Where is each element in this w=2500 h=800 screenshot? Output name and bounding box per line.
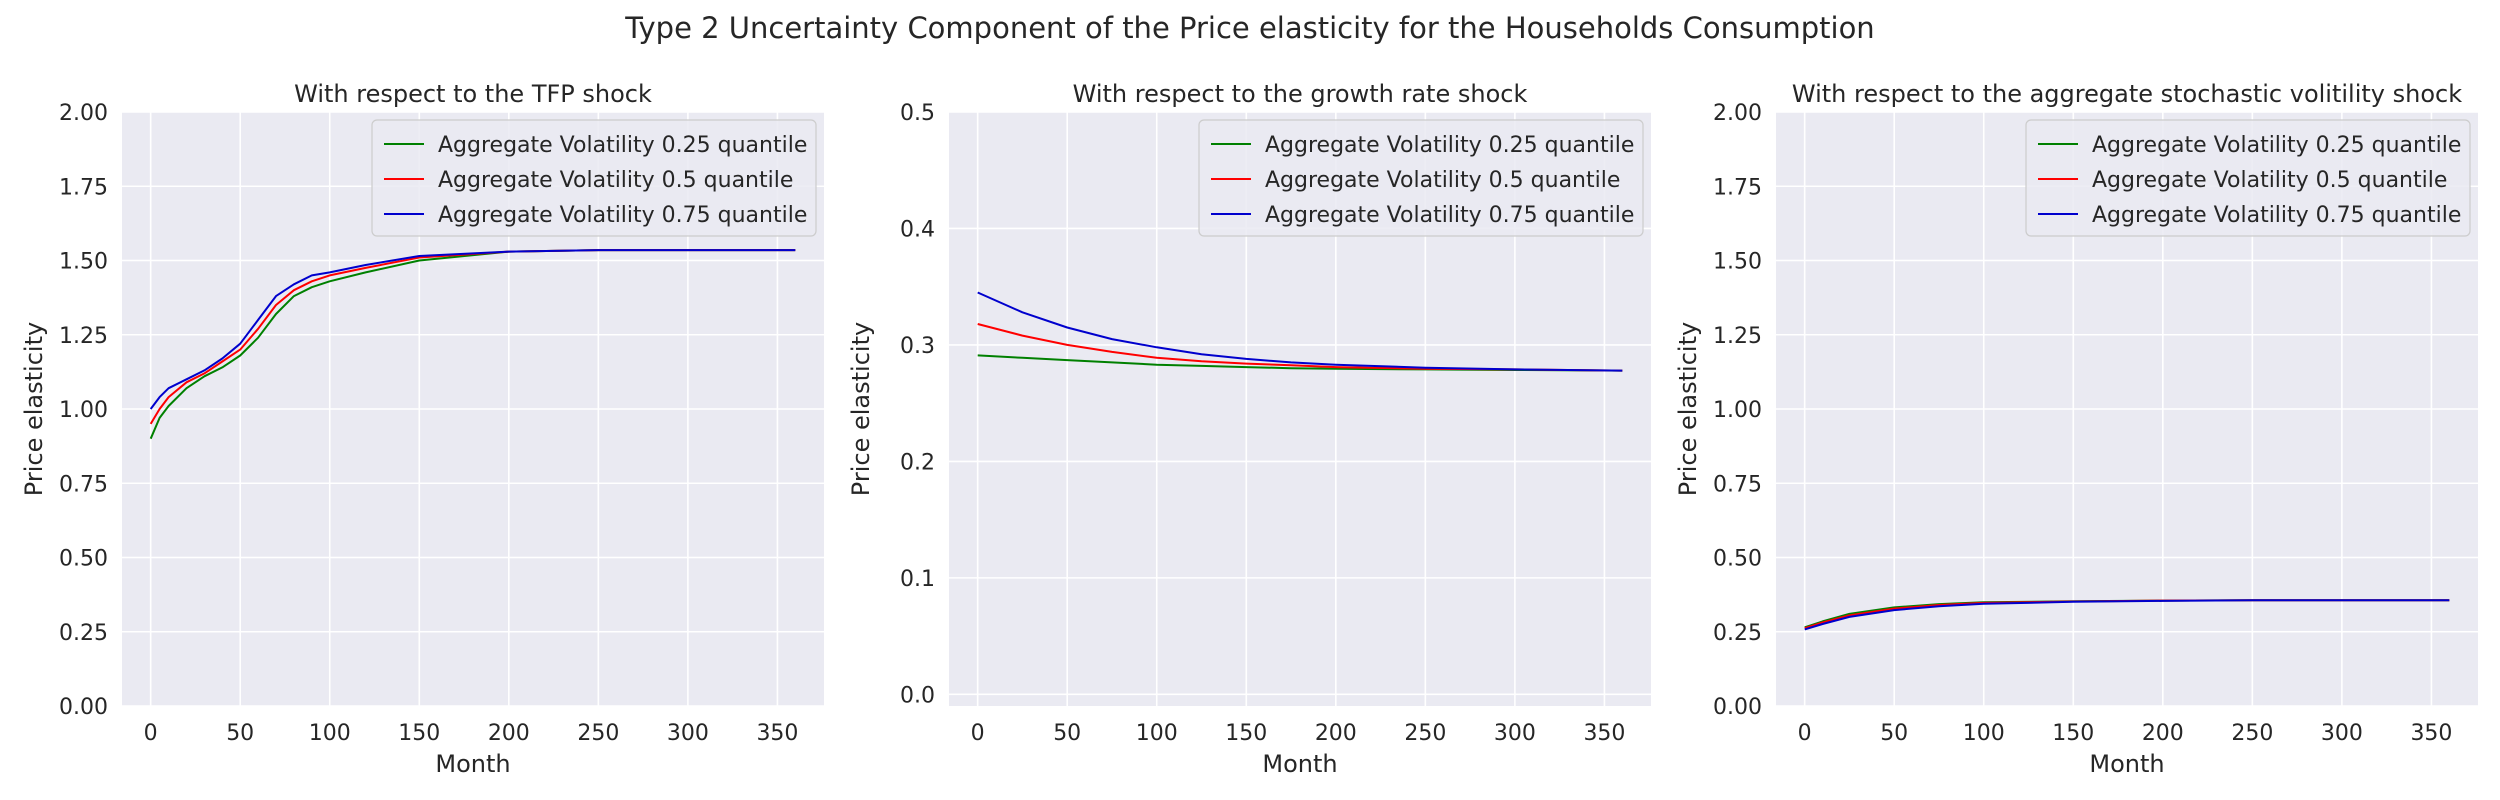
y-tick-label: 1.00 [59, 398, 108, 423]
y-tick-label: 0.3 [900, 334, 935, 359]
figure-suptitle: Type 2 Uncertainty Component of the Pric… [624, 11, 1874, 45]
series-line-3 [1804, 599, 2450, 631]
y-tick-label: 1.50 [1713, 250, 1762, 275]
legend-box [2025, 119, 2471, 237]
x-tick-label: 350 [1583, 721, 1625, 746]
x-axis-label: Month [2089, 750, 2164, 778]
legend-box [371, 119, 817, 237]
chart-title: With respect to the TFP shock [294, 80, 652, 108]
chart-panels: 0 50 100 150 200 250 300 3500.000.250.500.751.0… [20, 80, 2478, 778]
legend: Aggregate Volatility 0.25 quantile Aggreg… [371, 119, 817, 237]
legend-entry: Aggregate Volatility 0.5 quantile [2092, 168, 2447, 193]
legend-entry: Aggregate Volatility 0.75 quantile [1265, 203, 1634, 228]
legend: Aggregate Volatility 0.25 quantile Aggreg… [2025, 119, 2471, 237]
x-tick-label: 350 [756, 721, 798, 746]
x-axis-label: Month [1262, 750, 1337, 778]
legend-box [1198, 119, 1644, 237]
x-tick-label: 150 [1225, 721, 1267, 746]
legend-entry: Aggregate Volatility 0.25 quantile [438, 133, 807, 158]
legend-entry: Aggregate Volatility 0.75 quantile [438, 203, 807, 228]
legend-entry: Aggregate Volatility 0.25 quantile [1265, 133, 1634, 158]
y-tick-label: 2.00 [59, 101, 108, 126]
y-tick-label: 0.25 [1713, 621, 1762, 646]
y-tick-label: 0.00 [1713, 695, 1762, 720]
legend-entry: Aggregate Volatility 0.25 quantile [2092, 133, 2461, 158]
legend-entry: Aggregate Volatility 0.5 quantile [1265, 168, 1620, 193]
x-tick-label: 250 [1404, 721, 1446, 746]
y-tick-label: 1.25 [1713, 324, 1762, 349]
series-line-3 [149, 249, 796, 410]
y-tick-label: 1.25 [59, 324, 108, 349]
x-tick-label: 100 [1963, 721, 2005, 746]
y-tick-label: 2.00 [1713, 101, 1762, 126]
y-tick-label: 0.0 [900, 683, 935, 708]
y-tick-label: 0.75 [59, 472, 108, 497]
chart-panel-2: 0 50 100 150 200 250 300 350 0.0 0.1 0.2 0.3 0.4 0.5 W… [847, 80, 1651, 778]
y-tick-label: 0.75 [1713, 472, 1762, 497]
x-tick-label: 200 [488, 721, 530, 746]
y-tick-label: 0.2 [900, 450, 935, 475]
chart-title: With respect to the growth rate shock [1073, 80, 1528, 108]
x-tick-label: 50 [1880, 721, 1908, 746]
chart-panel-1: 0 50 100 150 200 250 300 350 0.00 0.25 0.50 0.75 1.0… [20, 80, 824, 778]
x-tick-label: 150 [398, 721, 440, 746]
x-tick-label: 0 [971, 721, 985, 746]
x-tick-label: 200 [2142, 721, 2184, 746]
y-tick-label: 0.1 [900, 567, 935, 592]
y-tick-label: 1.75 [1713, 175, 1762, 200]
y-tick-label: 0.4 [900, 217, 935, 242]
y-tick-label: 0.00 [59, 695, 108, 720]
x-tick-label: 250 [577, 721, 619, 746]
x-tick-label: 200 [1315, 721, 1357, 746]
y-axis-label: Price elasticity [1674, 322, 1702, 496]
x-tick-label: 0 [144, 721, 158, 746]
chart-title: With respect to the aggregate stochastic… [1792, 80, 2462, 108]
y-tick-label: 0.25 [59, 621, 108, 646]
y-tick-label: 0.50 [59, 547, 108, 572]
legend: Aggregate Volatility 0.25 quantile Aggreg… [1198, 119, 1644, 237]
y-tick-label: 0.50 [1713, 547, 1762, 572]
y-axis-label: Price elasticity [20, 322, 48, 496]
legend-entry: Aggregate Volatility 0.5 quantile [438, 168, 793, 193]
x-tick-label: 0 [1798, 721, 1812, 746]
y-tick-label: 1.50 [59, 250, 108, 275]
x-tick-label: 350 [2410, 721, 2452, 746]
y-tick-label: 0.5 [900, 101, 935, 126]
x-tick-label: 250 [2231, 721, 2273, 746]
x-tick-label: 50 [1053, 721, 1081, 746]
series-line-3 [977, 291, 1623, 372]
x-tick-label: 100 [1136, 721, 1178, 746]
y-axis-label: Price elasticity [847, 322, 875, 496]
x-tick-label: 300 [1494, 721, 1536, 746]
x-tick-label: 100 [309, 721, 351, 746]
x-tick-label: 50 [226, 721, 254, 746]
x-axis-label: Month [435, 750, 510, 778]
x-tick-label: 300 [667, 721, 709, 746]
legend-entry: Aggregate Volatility 0.75 quantile [2092, 203, 2461, 228]
x-tick-label: 150 [2052, 721, 2094, 746]
y-tick-label: 1.75 [59, 175, 108, 200]
chart-panel-3: 0 50 100 150 200 250 300 350 0.00 0.25 0.50 0.75 1.0… [1674, 80, 2478, 778]
y-tick-label: 1.00 [1713, 398, 1762, 423]
x-tick-label: 300 [2321, 721, 2363, 746]
